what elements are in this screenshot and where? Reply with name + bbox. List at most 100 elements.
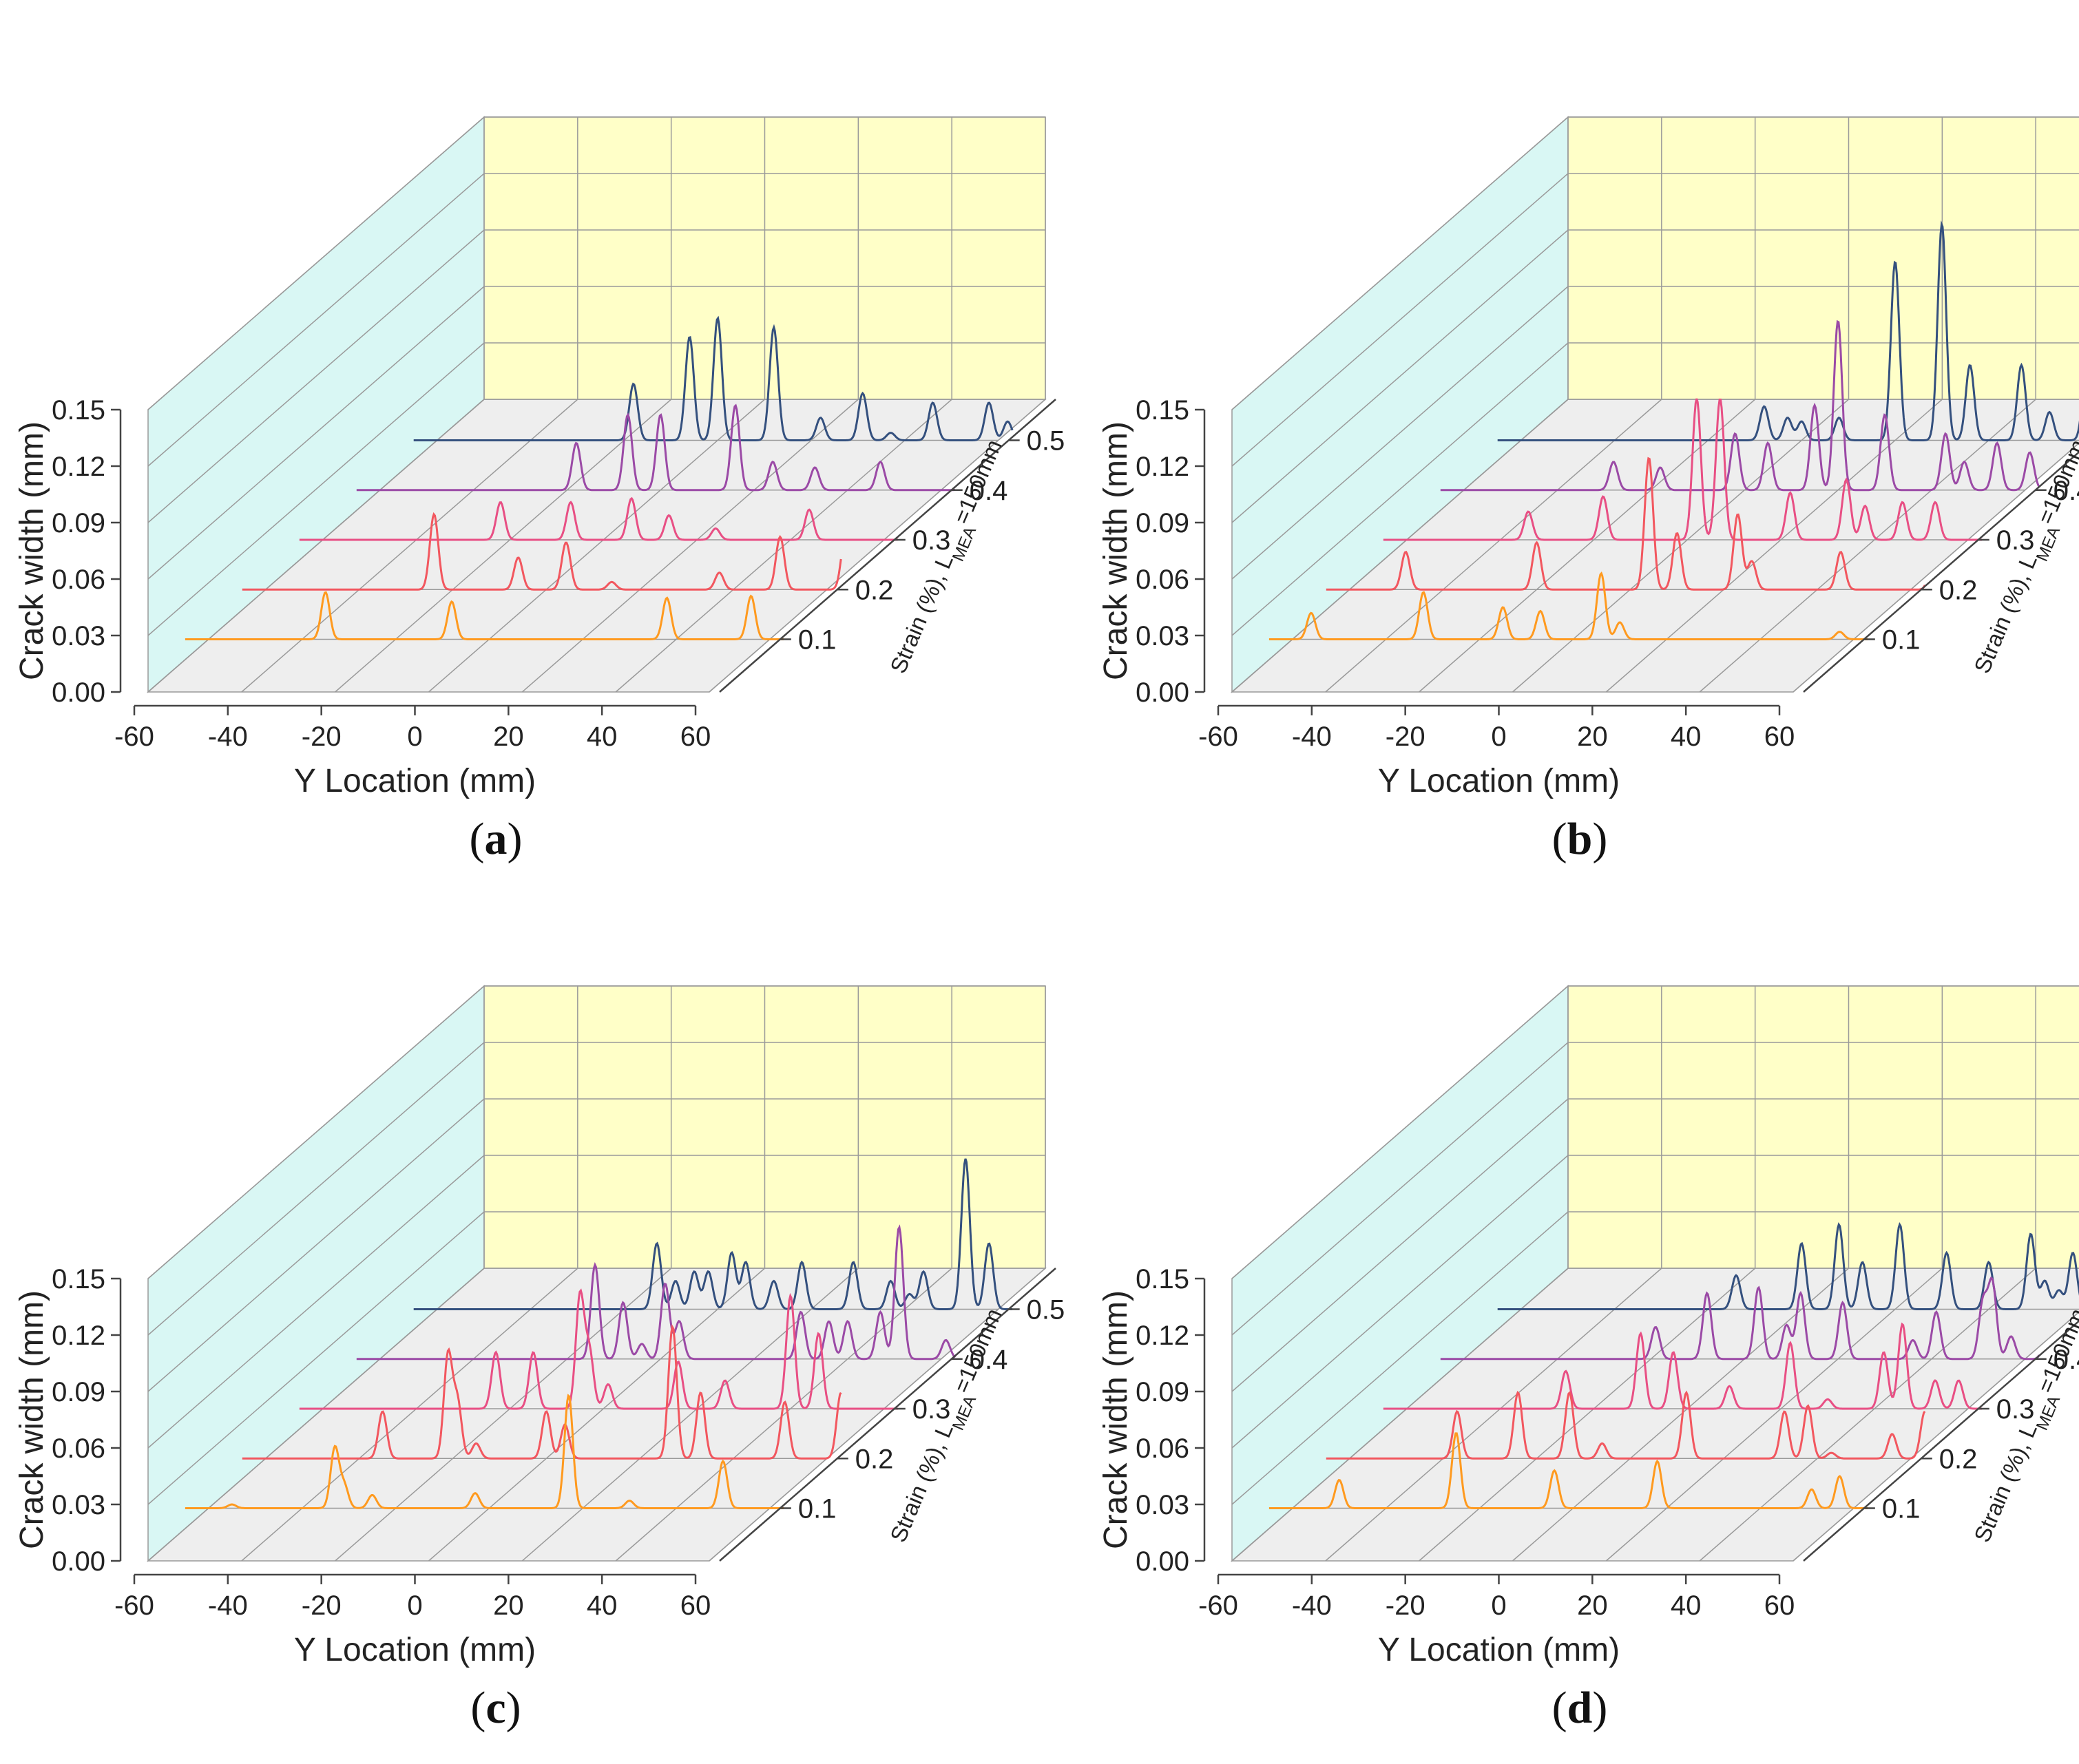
y-tick-label: 0.00	[52, 678, 105, 708]
y-tick-label: 0.15	[52, 395, 105, 426]
caption-letter: c	[485, 1683, 505, 1733]
side-grid-y	[1231, 286, 1569, 580]
y-tick-label: 0.03	[52, 621, 105, 651]
y-tick-label: 0.00	[1136, 1546, 1189, 1577]
floor-grid-x	[1512, 1268, 1849, 1562]
floor-grid-x	[428, 399, 765, 693]
side-grid-y	[147, 1155, 485, 1449]
x-tick-label: -40	[1292, 1590, 1332, 1621]
caption-open-paren: (	[470, 814, 485, 864]
y-tick-label: 0.03	[1136, 621, 1189, 651]
z-axis-title-sub: MEA	[948, 1393, 979, 1433]
z-axis-line	[1803, 1319, 2079, 1562]
y-tick-label: 0.12	[52, 1321, 105, 1351]
x-tick-label: -20	[1386, 722, 1425, 752]
side-grid-y	[1231, 229, 1569, 523]
side-grid-y	[147, 229, 485, 523]
z-axis-title-sub: MEA	[2032, 524, 2063, 564]
axes	[1195, 408, 2079, 715]
series-line-strain-0.4	[356, 1224, 957, 1361]
chart-svg-b: -60 -40 -20 0 20 40 60 0.00 0.03 0.06 0.09 0.12 0.15…	[1098, 116, 2079, 864]
side-grid-y	[1231, 1211, 1569, 1505]
x-tick-label: -60	[1198, 1590, 1238, 1621]
y-tick-label: 0.09	[1136, 508, 1189, 538]
side-grid-y	[147, 985, 485, 1279]
caption-open-paren: (	[1552, 814, 1567, 864]
z-axis-title-main: Strain (%), L	[1969, 551, 2042, 677]
caption-letter: b	[1567, 814, 1593, 864]
series-line-strain-0.3	[1383, 1322, 1983, 1410]
floor-grid-x	[709, 399, 1046, 693]
z-axis-line	[1803, 450, 2079, 693]
side-grid-y	[147, 173, 485, 467]
z-axis-title-sub: MEA	[2032, 1393, 2063, 1433]
x-tick-label: -40	[208, 722, 248, 752]
z-axis-title-main: Strain (%), L	[1969, 1420, 2042, 1546]
panel-caption: (d)	[1552, 1683, 1608, 1733]
x-tick-label: 0	[407, 722, 422, 752]
series-line-strain-0.1	[185, 591, 784, 640]
y-tick-label: 0.15	[1136, 395, 1189, 426]
floor-grid-x	[1419, 399, 1756, 693]
y-axis-title: Crack width (mm)	[1098, 1290, 1134, 1549]
x-tick-label: -40	[1292, 722, 1332, 752]
series-line-strain-0.4	[356, 403, 956, 492]
floor-grid-x	[521, 399, 859, 693]
chart-panel-a: -60 -40 -20 0 20 40 60 0.00 0.03 0.06 0.09 0.12 0.15…	[0, 0, 1065, 864]
y-axis-title: Crack width (mm)	[14, 421, 50, 680]
y-tick-label: 0.03	[52, 1490, 105, 1520]
caption-letter: d	[1567, 1683, 1593, 1733]
series-line-strain-0.2	[242, 512, 842, 591]
z-tick-label: 0.2	[1939, 1444, 1978, 1474]
x-tick-label: 40	[587, 722, 618, 752]
series-line-strain-0.2	[1326, 1390, 1926, 1460]
x-tick-label: -40	[208, 1590, 248, 1621]
chart-svg-a: -60 -40 -20 0 20 40 60 0.00 0.03 0.06 0.09 0.12 0.15…	[14, 116, 1065, 864]
side-grid-y	[1231, 1098, 1569, 1392]
z-tick-label: 0.5	[1027, 426, 1065, 456]
series-line-strain-0.3	[299, 496, 899, 541]
series-line-strain-0.3	[1383, 398, 1983, 541]
x-tick-label: 60	[1764, 722, 1795, 752]
x-tick-label: 60	[680, 1590, 711, 1621]
z-tick-label: 0.4	[2054, 476, 2079, 506]
floor-grid-x	[1325, 1268, 1662, 1562]
x-tick-label: -20	[302, 722, 342, 752]
z-axis-title-sub: MEA	[948, 524, 979, 564]
series-line-strain-0.4	[1440, 1276, 2040, 1361]
x-tick-label: 20	[1577, 722, 1608, 752]
x-tick-label: 0	[1491, 722, 1506, 752]
z-tick-label: 0.1	[798, 1494, 837, 1524]
y-axis-title: Crack width (mm)	[1098, 421, 1134, 680]
x-tick-label: 60	[680, 722, 711, 752]
axes	[111, 1268, 1056, 1584]
floor-grid-x	[1605, 1268, 1943, 1562]
y-tick-label: 0.12	[1136, 452, 1189, 482]
side-grid-y	[147, 1268, 485, 1562]
series-line-strain-0.5	[413, 315, 1014, 441]
floor-grid-x	[241, 1268, 578, 1562]
side-grid-y	[1231, 1155, 1569, 1449]
x-tick-label: 60	[1764, 1590, 1795, 1621]
y-tick-label: 0.06	[52, 565, 105, 595]
back-wall	[1567, 985, 2079, 1269]
x-tick-label: 20	[493, 1590, 524, 1621]
side-grid-y	[1231, 399, 1569, 693]
series-line-strain-0.1	[1268, 571, 1868, 640]
panel-caption: (c)	[470, 1683, 521, 1733]
x-axis-title: Y Location (mm)	[294, 763, 536, 799]
z-axis-line	[719, 399, 1056, 693]
axes	[111, 399, 1056, 715]
floor-grid-x	[1699, 399, 2036, 693]
side-grid-y	[1231, 342, 1569, 636]
series-line-strain-0.3	[299, 1288, 899, 1410]
series-line-strain-0.2	[1326, 456, 1926, 591]
floor-grid-x	[1325, 399, 1662, 693]
x-axis-title: Y Location (mm)	[1378, 763, 1620, 799]
z-tick-label: 0.3	[1996, 1394, 2035, 1425]
z-axis-title-main: Strain (%), L	[885, 1420, 958, 1546]
floor-grid-x	[615, 399, 952, 693]
y-tick-label: 0.15	[52, 1264, 105, 1294]
chart-svg-d: -60 -40 -20 0 20 40 60 0.00 0.03 0.06 0.09 0.12 0.15…	[1098, 985, 2079, 1733]
